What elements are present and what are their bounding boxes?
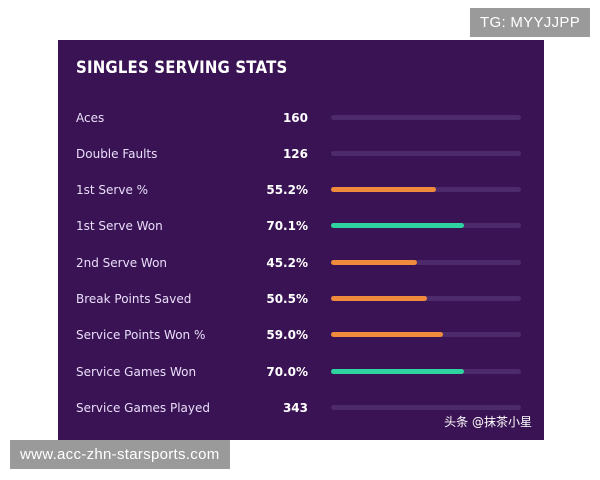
stat-label: Service Points Won %	[76, 328, 206, 342]
stat-value: 70.0%	[266, 365, 308, 379]
stat-value: 50.5%	[266, 292, 308, 306]
card-title: SINGLES SERVING STATS	[76, 58, 288, 78]
stat-value: 70.1%	[266, 219, 308, 233]
stat-value: 55.2%	[266, 183, 308, 197]
stat-label: Break Points Saved	[76, 292, 192, 306]
stat-value: 343	[282, 401, 308, 415]
stat-bar-track	[331, 369, 521, 374]
stat-bar-track	[331, 296, 521, 301]
site-url-banner: www.acc-zhn-starsports.com	[10, 440, 230, 469]
stat-bar-track	[331, 405, 521, 410]
stat-row-break-points-saved: Break Points Saved 50.5%	[58, 289, 544, 309]
stat-label: 2nd Serve Won	[76, 256, 168, 270]
stat-label: Double Faults	[76, 147, 158, 161]
stat-value: 126	[282, 147, 308, 161]
stat-bar-fill	[331, 332, 444, 337]
stat-value: 45.2%	[266, 256, 308, 270]
stat-bar-fill	[331, 187, 436, 192]
stat-row-double-faults: Double Faults 126	[58, 144, 544, 164]
stat-value: 160	[282, 111, 308, 125]
stat-row-second-serve-won: 2nd Serve Won 45.2%	[58, 253, 544, 273]
stat-bar-fill	[331, 369, 464, 374]
stat-bar-track	[331, 332, 521, 337]
stat-row-first-serve-pct: 1st Serve % 55.2%	[58, 180, 544, 200]
stat-bar-fill	[331, 260, 417, 265]
stat-row-first-serve-won: 1st Serve Won 70.1%	[58, 216, 544, 236]
stat-label: Service Games Won	[76, 365, 197, 379]
stat-bar-fill	[331, 223, 465, 228]
stat-label: Service Games Played	[76, 401, 210, 415]
stat-bar-track	[331, 115, 521, 120]
stat-bar-track	[331, 223, 521, 228]
stat-bar-track	[331, 260, 521, 265]
stat-label: 1st Serve Won	[76, 219, 163, 233]
stat-value: 59.0%	[266, 328, 308, 342]
stat-label: Aces	[76, 111, 105, 125]
stat-row-service-games-won: Service Games Won 70.0%	[58, 362, 544, 382]
stat-row-aces: Aces 160	[58, 108, 544, 128]
stat-row-service-games-played: Service Games Played 343	[58, 398, 544, 418]
serving-stats-card: SINGLES SERVING STATS Aces 160 Double Fa…	[58, 40, 544, 440]
watermark-text: 头条 @抹茶小星	[444, 415, 532, 429]
stat-bar-track	[331, 151, 521, 156]
stat-row-service-points-won: Service Points Won % 59.0%	[58, 325, 544, 345]
stat-bar-fill	[331, 296, 427, 301]
stat-label: 1st Serve %	[76, 183, 149, 197]
stat-bar-track	[331, 187, 521, 192]
telegram-tag: TG: MYYJJPP	[470, 8, 590, 37]
